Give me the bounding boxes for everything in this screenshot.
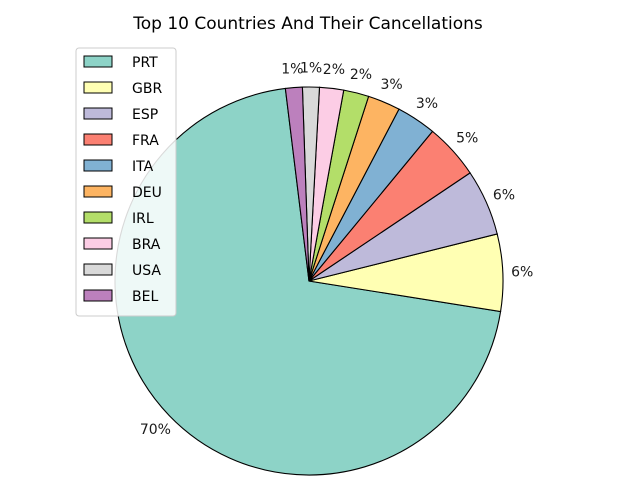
legend-label-usa: USA	[132, 263, 161, 279]
legend-swatch-gbr	[83, 81, 113, 94]
pct-label-fra: 5%	[456, 131, 478, 147]
legend-swatch-fra	[83, 133, 113, 146]
pie-slices	[114, 86, 504, 476]
legend-swatch-ita	[83, 159, 113, 172]
pie-slice-bel	[284, 86, 310, 282]
pct-label-deu: 3%	[380, 77, 402, 93]
pct-label-gbr: 6%	[511, 265, 533, 281]
legend-swatch-esp	[83, 107, 113, 120]
pct-label-bel: 1%	[281, 61, 303, 77]
legend-label-bel: BEL	[132, 289, 158, 305]
legend-swatch-bel	[83, 289, 113, 302]
legend-swatch-usa	[83, 263, 113, 276]
pct-label-bra: 2%	[323, 62, 345, 78]
legend-swatch-bra	[83, 237, 113, 250]
legend-label-prt: PRT	[132, 55, 158, 71]
legend: PRT GBR ESP FRA ITA DEU IRL BRA USA BEL	[75, 47, 177, 317]
legend-label-ita: ITA	[132, 159, 154, 175]
pct-label-esp: 6%	[493, 187, 515, 203]
legend-label-bra: BRA	[132, 237, 161, 253]
percentage-labels: 70%6%6%5%3%3%2%2%1%1%	[140, 61, 533, 439]
legend-label-deu: DEU	[132, 185, 162, 201]
pct-label-irl: 2%	[350, 67, 372, 83]
pct-label-prt: 70%	[140, 422, 171, 438]
chart-title: Top 10 Countries And Their Cancellations	[132, 14, 483, 34]
legend-swatch-irl	[83, 211, 113, 224]
legend-swatch-prt	[83, 55, 113, 68]
legend-label-esp: ESP	[132, 107, 158, 123]
pct-label-usa: 1%	[300, 61, 322, 77]
legend-swatch-deu	[83, 185, 113, 198]
legend-label-irl: IRL	[132, 211, 154, 227]
pct-label-ita: 3%	[416, 96, 438, 112]
legend-label-fra: FRA	[132, 133, 159, 149]
legend-label-gbr: GBR	[132, 81, 162, 97]
